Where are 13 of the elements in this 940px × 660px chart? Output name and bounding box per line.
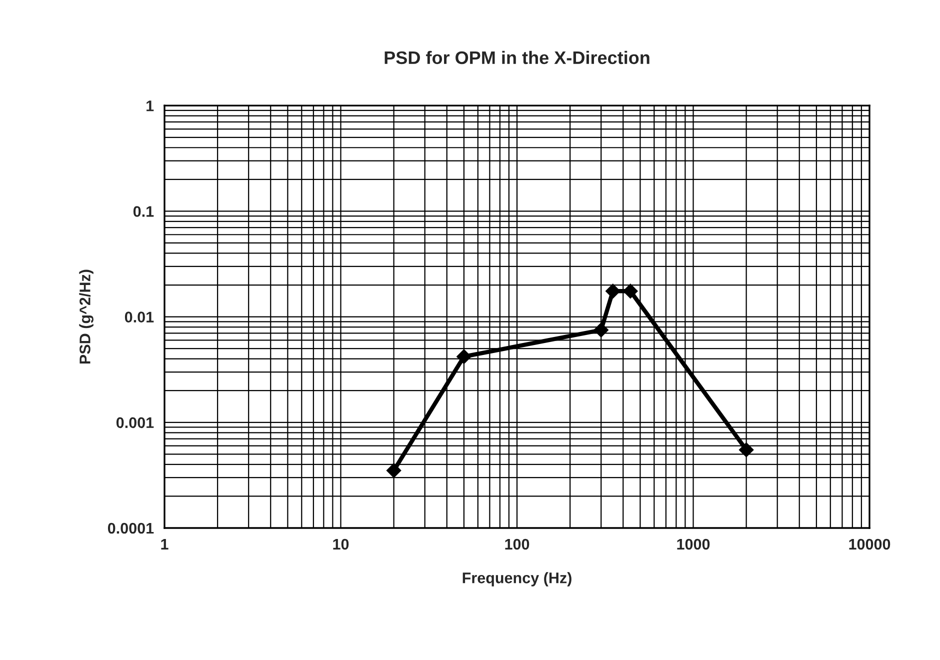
y-tick-label: 0.0001	[108, 522, 154, 534]
x-tick-label: 10	[333, 538, 349, 550]
x-axis-title: Frequency (Hz)	[462, 572, 572, 586]
y-tick-label: 0.01	[124, 312, 154, 322]
x-tick-label: 1000	[677, 538, 710, 550]
y-tick-label: 0.001	[116, 417, 154, 428]
y-axis-title: PSD (g^2/Hz)	[79, 270, 94, 364]
y-tick-label: 0.1	[133, 206, 154, 217]
x-tick-label: 1	[161, 538, 168, 550]
y-tick-label: 1	[146, 100, 154, 112]
chart-title: PSD for OPM in the X-Direction	[384, 50, 650, 64]
x-tick-label: 100	[505, 538, 530, 550]
x-tick-label: 10000	[849, 538, 890, 550]
